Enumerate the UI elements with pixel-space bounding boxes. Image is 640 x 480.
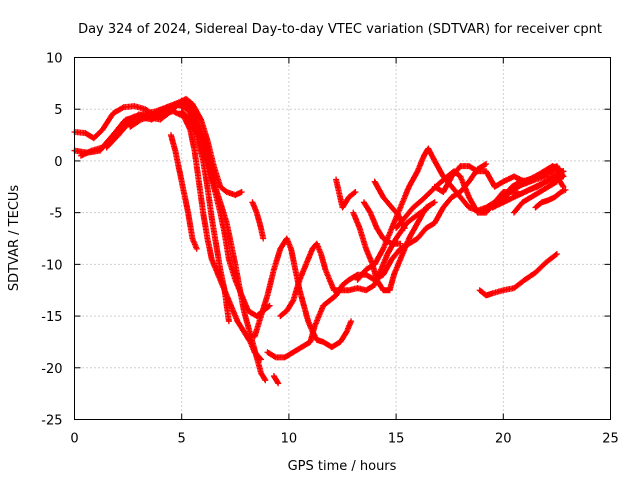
series-arc13 <box>333 176 359 211</box>
data-point-markers <box>77 95 245 199</box>
data-point-markers <box>127 108 264 363</box>
data-point-markers <box>350 199 438 294</box>
series-arc8 <box>249 199 267 242</box>
data-point-markers <box>511 178 560 216</box>
series-arc22 <box>511 178 560 216</box>
x-tick-label: 5 <box>178 432 186 447</box>
series-arc24 <box>476 251 560 299</box>
x-tick-label: 0 <box>70 432 78 447</box>
y-tick-label: -15 <box>41 310 62 325</box>
series-arc6 <box>167 132 200 252</box>
y-tick-label: 0 <box>54 155 62 170</box>
x-tick-label: 20 <box>495 432 512 447</box>
chart-title: Day 324 of 2024, Sidereal Day-to-day VTE… <box>78 22 602 37</box>
series-arc7 <box>178 108 232 325</box>
y-tick-label: -10 <box>41 258 62 273</box>
data-point-markers <box>178 108 232 325</box>
y-tick-label: -5 <box>50 207 63 222</box>
series-arc23 <box>532 186 569 211</box>
plot-frame <box>74 57 611 420</box>
x-tick-label: 10 <box>281 432 298 447</box>
y-tick-label: -25 <box>41 414 62 429</box>
x-tick-label: 25 <box>602 432 619 447</box>
data-point-markers <box>333 176 359 211</box>
y-tick-label: 10 <box>46 52 63 67</box>
y-tick-label: -20 <box>41 362 62 377</box>
data-point-markers <box>532 186 569 211</box>
data-point-markers <box>167 132 200 252</box>
data-point-markers <box>270 373 282 387</box>
data-markers <box>71 95 569 387</box>
data-point-markers <box>476 251 560 299</box>
x-tick-label: 15 <box>388 432 405 447</box>
axis-ticks: 0 5 10 15 20 25 -25 -20 -15 -10 -5 0 5 10 <box>41 52 619 447</box>
y-tick-label: 5 <box>54 103 62 118</box>
series-arc5 <box>127 108 264 363</box>
x-axis-label: GPS time / hours <box>288 459 397 474</box>
series-arc3 <box>77 95 245 199</box>
y-axis-label: SDTVAR / TECUs <box>7 185 22 292</box>
series-arc9 <box>270 373 282 387</box>
series-arc14 <box>350 199 438 294</box>
data-point-markers <box>249 199 267 242</box>
